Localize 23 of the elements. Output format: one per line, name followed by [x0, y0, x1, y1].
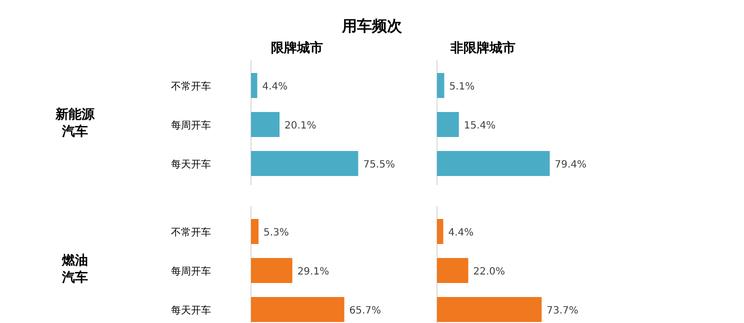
y-tick-label: 不常开车 — [171, 226, 211, 238]
data-label: 73.7% — [546, 306, 578, 316]
data-label: 29.1% — [297, 266, 330, 278]
data-label: 65.7% — [349, 306, 382, 316]
y-tick-label: 每天开车 — [171, 304, 211, 316]
data-label: 4.4% — [262, 82, 288, 92]
y-tick-label: 每周开车 — [171, 120, 211, 132]
y-tick-label: 不常开车 — [171, 80, 211, 92]
data-label: 75.5% — [363, 160, 395, 170]
chart-title: 非限牌城市 — [450, 40, 516, 56]
data-label: 20.1% — [284, 120, 316, 132]
data-label: 15.4% — [464, 120, 496, 132]
y-tick-label: 每周开车 — [171, 266, 211, 278]
text: 用车频次 — [341, 17, 403, 35]
y-axis-title: 燃油汽车 — [61, 254, 88, 286]
data-label: 5.1% — [449, 82, 475, 92]
chart-title: 限牌城市 — [271, 40, 323, 56]
y-axis-title: 新能源汽车 — [54, 106, 96, 140]
data-label: 79.4% — [554, 160, 587, 170]
data-label: 4.4% — [448, 228, 474, 238]
data-label: 22.0% — [473, 266, 506, 278]
y-tick-label: 每天开车 — [171, 158, 211, 170]
data-label: 5.3% — [264, 228, 289, 238]
